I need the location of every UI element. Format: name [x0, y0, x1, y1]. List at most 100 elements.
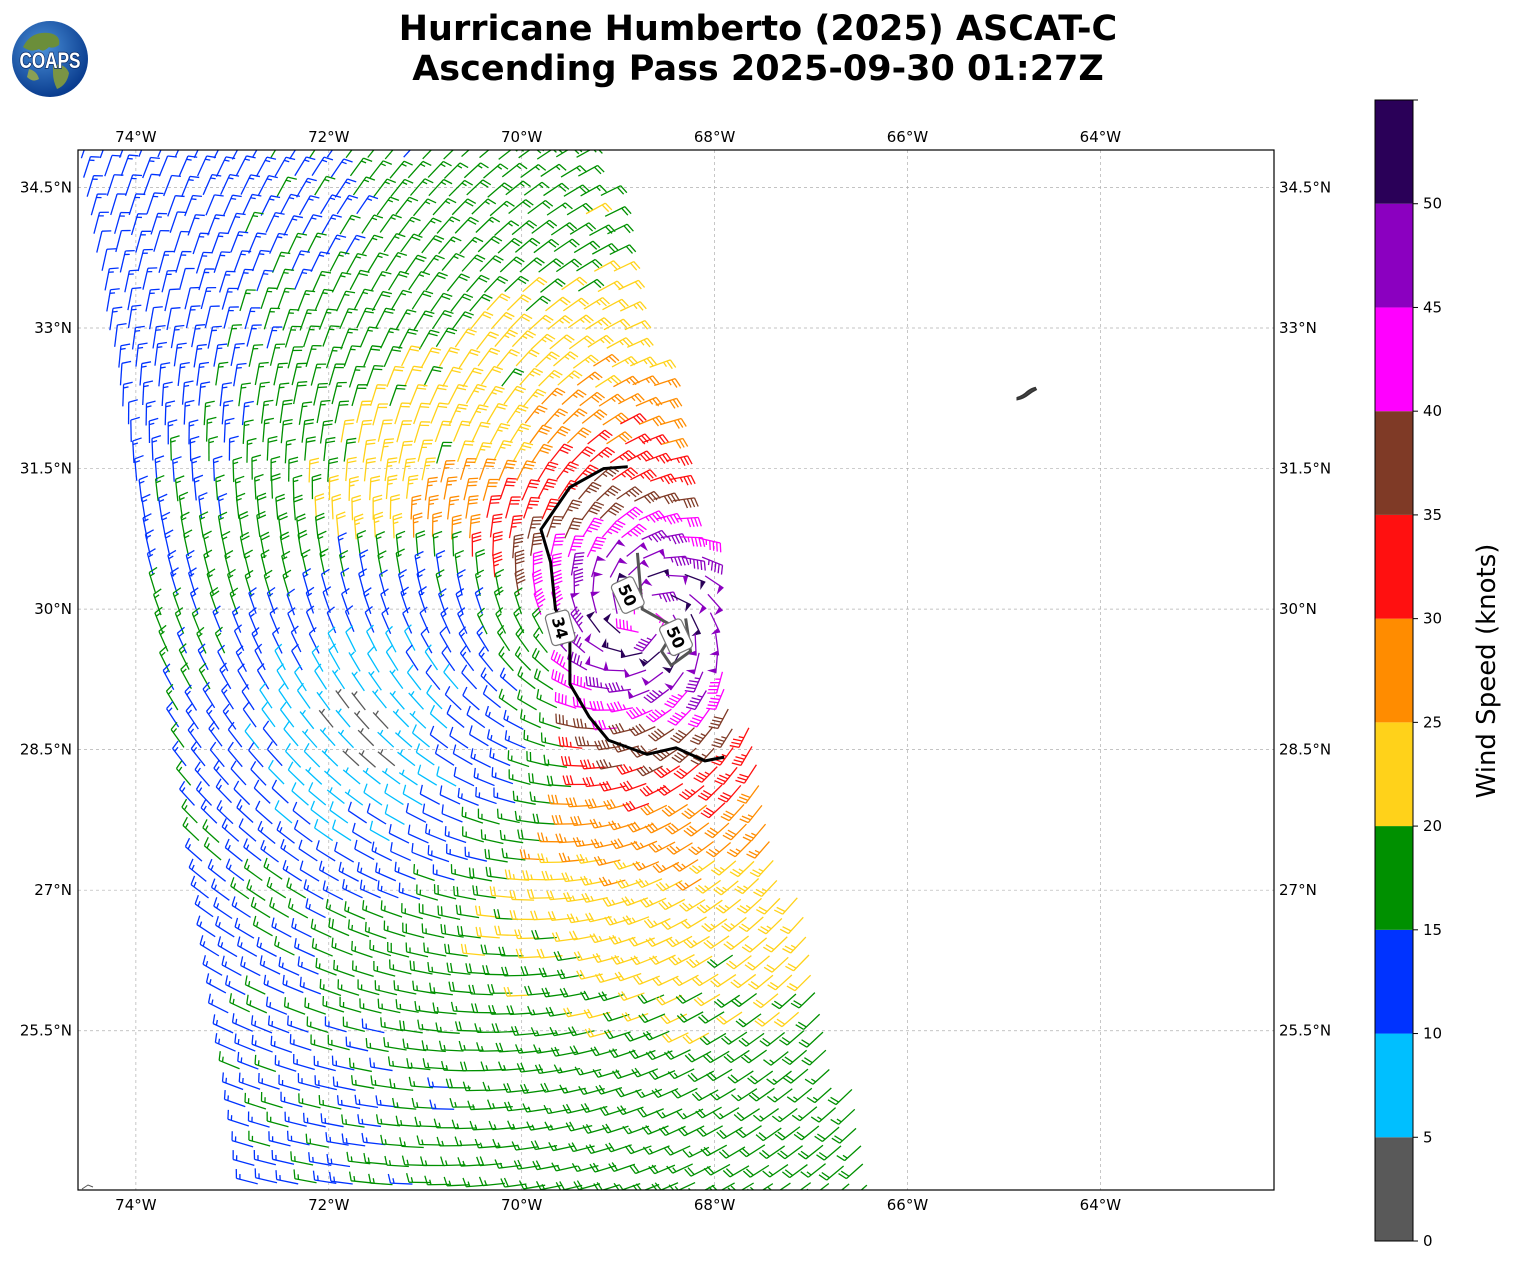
colorbar-bin	[1375, 514, 1413, 619]
wind-barb	[480, 365, 504, 385]
wind-barb	[323, 436, 336, 462]
wind-barb	[118, 343, 131, 368]
wind-barb	[430, 292, 453, 312]
wind-barb	[239, 531, 250, 559]
lon-tick-label: 66°W	[887, 128, 929, 146]
wind-barb	[483, 275, 509, 293]
wind-barb	[546, 515, 564, 538]
wind-barb	[230, 231, 249, 253]
wind-barb	[106, 174, 124, 196]
wind-barb	[486, 495, 501, 518]
wind-barb	[135, 342, 148, 367]
wind-barb	[583, 297, 610, 310]
wind-barb	[127, 304, 142, 329]
wind-barb	[501, 368, 525, 387]
wind-barb	[336, 290, 356, 312]
wind-barb	[154, 474, 165, 501]
wind-barb	[499, 256, 525, 273]
wind-barb	[611, 467, 639, 481]
wind-barb	[294, 156, 316, 177]
wind-barb	[361, 214, 384, 234]
wind-barb	[223, 417, 235, 443]
wind-barb	[489, 422, 511, 444]
wind-barb	[440, 459, 456, 483]
wind-barb	[233, 362, 247, 387]
wind-barb	[418, 217, 442, 236]
wind-barb	[119, 249, 135, 273]
colorbar-tick-label: 30	[1423, 610, 1442, 628]
wind-barb	[254, 473, 264, 500]
wind-barb	[238, 511, 249, 538]
wind-barb	[602, 412, 629, 426]
wind-barb	[169, 211, 187, 233]
wind-barb	[425, 271, 448, 291]
wind-barb	[511, 220, 538, 236]
wind-barb	[211, 232, 229, 254]
wind-barb	[198, 511, 209, 538]
wind-barb	[279, 193, 301, 215]
wind-barb	[446, 273, 470, 292]
wind-barb	[106, 288, 120, 312]
wind-barb	[498, 459, 517, 481]
wind-barb	[503, 385, 526, 405]
colorbar-tick-label: 25	[1423, 713, 1442, 731]
wind-barb	[145, 400, 156, 426]
wind-barb	[469, 293, 493, 312]
wind-barb	[632, 375, 660, 386]
wind-barb	[319, 548, 329, 575]
wind-barb	[407, 160, 432, 179]
wind-barb	[196, 361, 210, 386]
wind-barb	[540, 278, 566, 293]
wind-barb	[270, 150, 277, 158]
wind-barb	[302, 325, 320, 348]
wind-barb	[486, 293, 511, 311]
wind-barb	[212, 455, 223, 482]
wind-barb	[411, 290, 434, 310]
wind-barb	[150, 212, 168, 235]
wind-barb	[158, 250, 175, 273]
wind-barb	[372, 403, 389, 426]
wind-barb	[476, 331, 499, 350]
colorbar-tick-label: 20	[1423, 817, 1442, 835]
wind-barb	[400, 233, 423, 253]
wind-barb	[630, 356, 657, 367]
wind-barb	[157, 150, 162, 158]
wind-barb	[109, 306, 123, 331]
wind-barb	[119, 360, 132, 386]
wind-barb	[497, 237, 523, 254]
wind-barb	[478, 458, 497, 481]
wind-barb	[263, 307, 281, 330]
wind-barb	[579, 391, 605, 407]
wind-barb	[127, 399, 138, 425]
colorbar-bin	[1375, 722, 1413, 827]
colorbar-label: Wind Speed (knots)	[1472, 544, 1502, 799]
wind-barb	[241, 400, 254, 426]
wind-barb	[152, 324, 166, 349]
lon-tick-label: 64°W	[1080, 1196, 1122, 1214]
wind-barb	[311, 156, 334, 176]
wind-barb	[170, 324, 185, 349]
wind-barb	[379, 213, 402, 233]
colorbar-tick-label: 15	[1423, 921, 1442, 939]
wind-barb	[452, 420, 472, 442]
wind-barb	[173, 230, 191, 253]
wind-barb	[431, 309, 454, 330]
wind-barb	[375, 531, 386, 558]
wind-barb	[86, 175, 103, 197]
wind-barb	[383, 345, 403, 367]
wind-barb	[680, 536, 706, 547]
wind-barb	[344, 234, 366, 255]
wind-barb	[277, 512, 288, 539]
colorbar-bin	[1375, 100, 1413, 204]
wind-barb	[215, 474, 225, 501]
lat-tick-label: 27°N	[1279, 881, 1317, 899]
wind-barb	[557, 370, 583, 386]
wind-barb	[314, 175, 336, 196]
wind-barb	[492, 531, 503, 556]
wind-barb	[145, 288, 160, 312]
wind-barb	[325, 346, 343, 369]
wind-barb	[443, 476, 458, 500]
wind-barb	[654, 377, 681, 388]
wind-barb	[223, 306, 239, 329]
wind-barb	[373, 511, 384, 538]
